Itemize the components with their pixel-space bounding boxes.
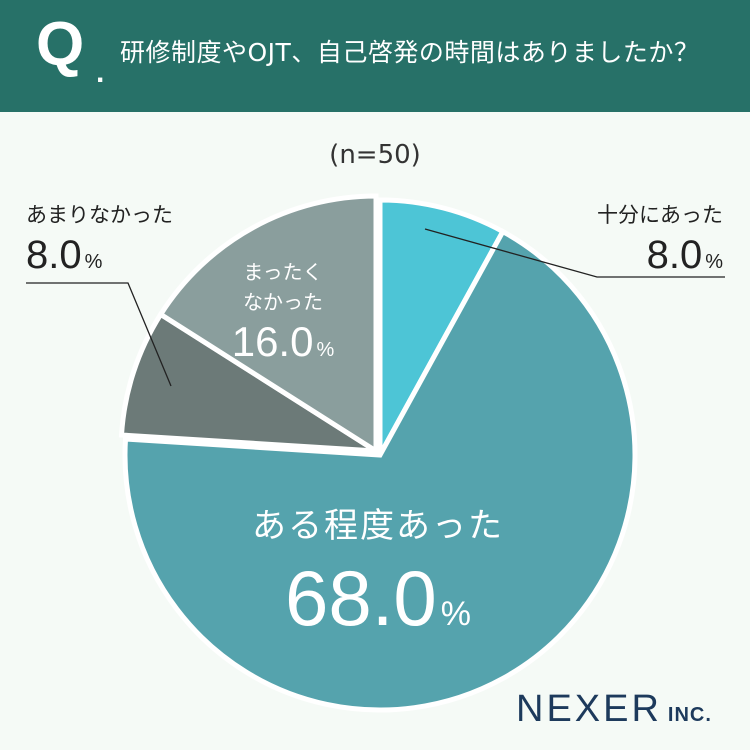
none-slice-label-line1: まったく [243,260,322,284]
pie-slice-little [118,310,378,454]
none-slice-value: 16.0% [232,318,335,365]
pie-slice-none [157,193,379,456]
major-slice-value: 68.0% [285,554,471,642]
logo-sub: INC. [667,704,712,726]
little-slice-number: 8.0 [26,233,82,277]
leader-line-little [26,282,172,387]
pie-slices [118,193,638,713]
major-slice-number: 68.0 [285,554,437,642]
none-slice-number: 16.0 [232,318,314,365]
little-slice-unit: % [85,251,103,273]
none-slice-label-line2: なかった [243,290,323,314]
enough-slice-label: 十分にあった [597,203,723,227]
leader-line-enough [424,228,725,278]
sample-size: (n=50) [329,140,421,170]
major-slice-label: ある程度あった [252,506,504,546]
major-slice-unit: % [441,595,471,633]
question-text: 研修制度やOJT、自己啓発の時間はありましたか？ [120,38,700,67]
enough-slice-number: 8.0 [647,233,703,277]
enough-slice-unit: % [705,251,723,273]
question-header: Q . 研修制度やOJT、自己啓発の時間はありましたか？ [0,0,750,112]
q-dot: . [96,56,105,89]
pie-slice-major [122,228,638,713]
q-mark: Q [36,10,85,79]
leader-lines [26,228,725,387]
logo-main: NEXER [516,688,662,730]
nexer-logo: NEXER INC. [516,690,712,728]
enough-slice-value: 8.0% [647,233,724,277]
little-slice-label: あまりなかった [26,203,173,227]
pie-slice-enough [377,197,507,457]
none-slice-unit: % [316,339,334,361]
little-slice-value: 8.0% [26,233,103,277]
